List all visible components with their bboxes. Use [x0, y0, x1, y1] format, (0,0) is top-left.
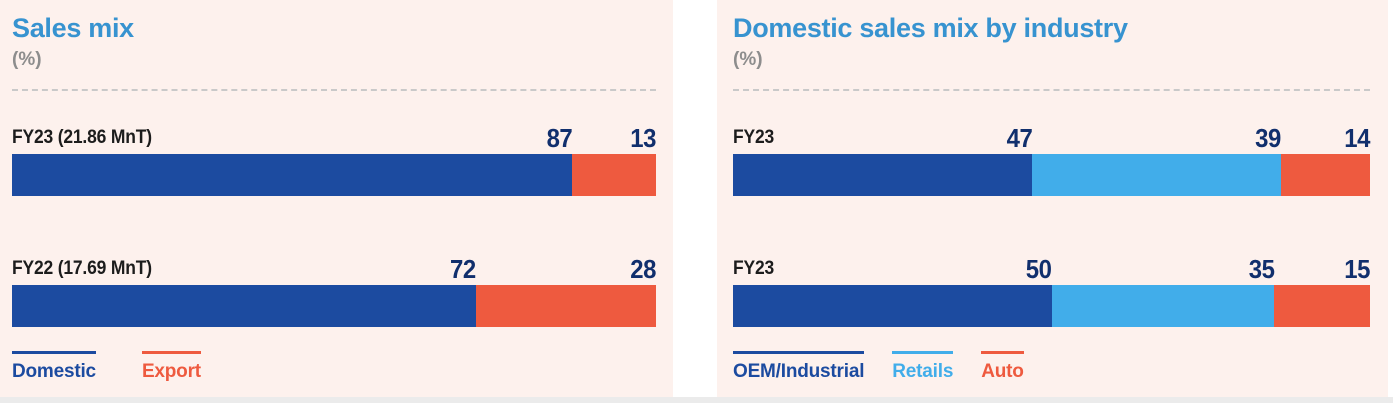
bar-value-label-oem-industrial: 47	[1006, 122, 1033, 153]
bar-header: FY23 47 39 14	[733, 123, 1370, 151]
bar-value-label-export: 28	[630, 253, 656, 284]
bar-category-label: FY22 (17.69 MnT)	[12, 257, 152, 279]
chart-row: FY23 47 39 14	[733, 123, 1370, 196]
bar-segment-auto	[1280, 153, 1370, 196]
stacked-bar	[733, 153, 1370, 196]
bar-header: FY23 (21.86 MnT) 87 13	[12, 123, 656, 151]
bar-value-label-export: 13	[630, 122, 656, 153]
bar-value-label-retails: 35	[1248, 253, 1275, 284]
legend-item-oem-industrial: OEM/Industrial	[733, 350, 864, 383]
bar-value-label-domestic: 72	[449, 253, 476, 284]
bar-segment-export	[475, 284, 656, 327]
bar-value-label-auto: 14	[1344, 122, 1370, 153]
chart-rows: FY23 (21.86 MnT) 87 13 FY22 (17.69 MnT) 72 28	[12, 123, 656, 327]
chart-rows: FY23 47 39 14 FY23 50 35 15	[733, 123, 1370, 327]
bar-category-label: FY23 (21.86 MnT)	[12, 126, 152, 148]
bar-segment-auto	[1274, 284, 1370, 327]
domestic-sales-mix-panel: Domestic sales mix by industry (%) FY23 4…	[717, 0, 1388, 397]
chart-row: FY23 (21.86 MnT) 87 13	[12, 123, 656, 196]
bar-value-label-domestic: 87	[546, 122, 573, 153]
bar-header: FY23 50 35 15	[733, 254, 1370, 282]
bar-category-label: FY23	[733, 126, 775, 148]
chart-legend: OEM/Industrial Retails Auto	[733, 350, 1370, 383]
page-title: Sales mix	[12, 13, 134, 43]
dashed-divider	[733, 88, 1370, 91]
legend-item-retails: Retails	[892, 350, 953, 383]
bar-segment-retails	[1032, 153, 1281, 196]
sales-mix-panel: Sales mix (%) FY23 (21.86 MnT) 87 13 FY22 (…	[0, 0, 673, 397]
chart-row: FY22 (17.69 MnT) 72 28	[12, 254, 656, 327]
stacked-bar	[12, 153, 656, 196]
page-title: Domestic sales mix by industry	[733, 13, 1128, 43]
chart-legend: Domestic Export	[12, 350, 656, 383]
bar-header: FY22 (17.69 MnT) 72 28	[12, 254, 656, 282]
chart-row: FY23 50 35 15	[733, 254, 1370, 327]
bar-segment-oem-industrial	[733, 153, 1033, 196]
legend-item-export: Export	[141, 350, 201, 383]
bar-segment-retails	[1051, 284, 1275, 327]
bar-segment-oem-industrial	[733, 284, 1052, 327]
stacked-bar	[12, 284, 656, 327]
bar-segment-domestic	[12, 153, 573, 196]
legend-item-domestic: Domestic	[12, 350, 96, 383]
bar-segment-export	[572, 153, 656, 196]
bar-segment-domestic	[12, 284, 476, 327]
bar-value-label-auto: 15	[1344, 253, 1370, 284]
bottom-edge-strip	[0, 397, 1393, 403]
bar-category-label: FY23	[733, 257, 775, 279]
panel-subtitle-unit: (%)	[12, 49, 42, 71]
bar-value-label-oem-industrial: 50	[1025, 253, 1052, 284]
stacked-bar	[733, 284, 1370, 327]
legend-item-auto: Auto	[981, 350, 1024, 383]
bar-value-label-retails: 39	[1255, 122, 1281, 153]
panel-subtitle-unit: (%)	[733, 49, 763, 71]
dashed-divider	[12, 88, 656, 91]
